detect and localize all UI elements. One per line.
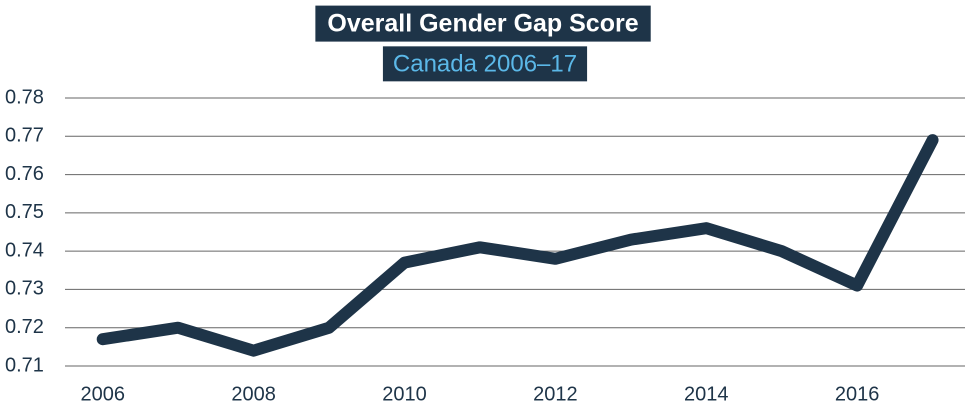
title-box <box>315 5 651 42</box>
x-tick-label: 2012 <box>533 383 578 405</box>
data-line <box>96 134 939 357</box>
x-tick-label: 2016 <box>835 383 880 405</box>
y-tick-label: 0.73 <box>5 278 44 300</box>
y-tick-label: 0.78 <box>5 86 44 108</box>
y-tick-label: 0.72 <box>5 316 44 338</box>
x-tick-label: 2006 <box>80 383 125 405</box>
y-tick-label: 0.76 <box>5 163 44 185</box>
subtitle-box <box>382 46 588 82</box>
y-tick-label: 0.77 <box>5 125 44 147</box>
x-tick-label: 2014 <box>684 383 729 405</box>
x-tick-label: 2008 <box>231 383 276 405</box>
x-tick-label: 2010 <box>382 383 427 405</box>
y-tick-label: 0.71 <box>5 354 44 376</box>
y-tick-label: 0.74 <box>5 239 44 261</box>
y-tick-label: 0.75 <box>5 201 44 223</box>
chart-subtitle: Canada 2006–17 <box>393 50 577 77</box>
chart-title: Overall Gender Gap Score <box>327 10 638 38</box>
